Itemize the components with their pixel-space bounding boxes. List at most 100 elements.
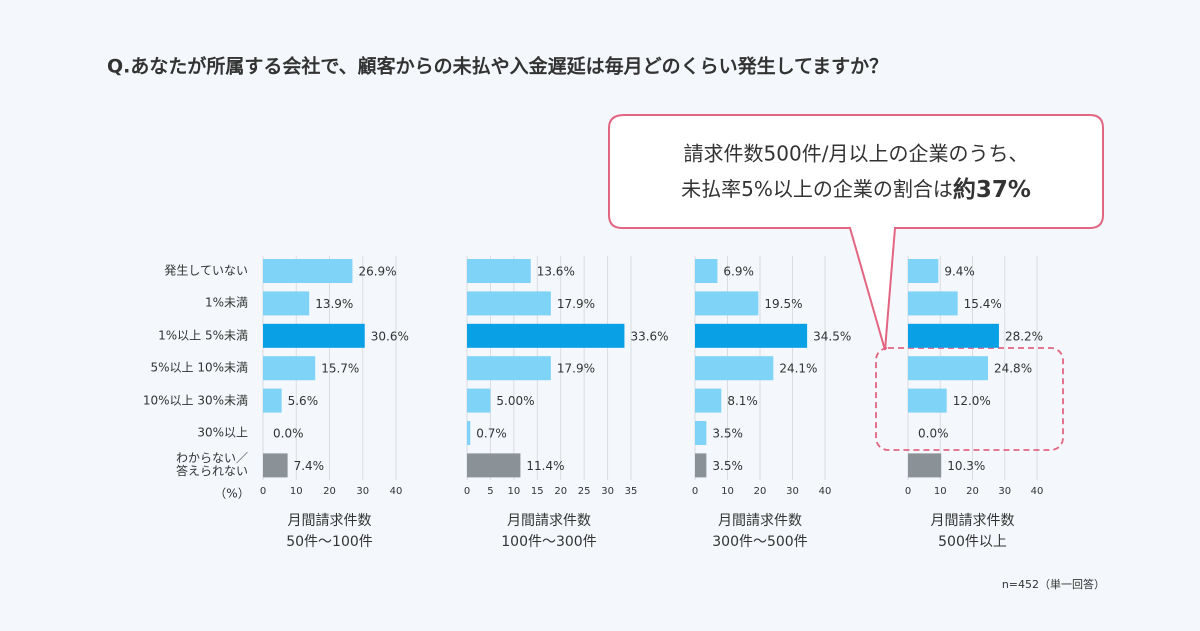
bar [467,259,531,283]
x-tick-label: 15 [531,486,544,497]
bar [908,453,942,478]
question: Q.あなたが所属する会社で、顧客からの未払や入金遅延は毎月どのくらい発生してます… [107,55,888,78]
x-tick-label: 10 [507,486,520,497]
panel-title: 月間請求件数 [507,513,591,529]
panel-subtitle: 500件以上 [938,534,1007,550]
x-tick-label: 10 [934,486,947,497]
x-tick-label: 20 [754,486,767,497]
x-tick-label: 0 [464,486,470,497]
bar [263,453,288,478]
panel-title: 月間請求件数 [288,513,372,529]
bar [467,323,625,348]
callout-emphasis: 約37% [953,176,1031,203]
value-label: 13.6% [537,265,575,279]
value-label: 24.1% [779,362,817,376]
bar [467,453,521,478]
value-label: 15.4% [964,297,1002,311]
x-tick-label: 40 [1031,486,1044,497]
value-label: 10.3% [947,459,985,473]
value-label: 13.9% [315,297,353,311]
value-label: 30.6% [371,329,409,343]
x-tick-label: 0 [905,486,911,497]
value-label: 6.9% [723,265,754,279]
bar [467,356,551,381]
bar [467,388,491,413]
bar [695,259,718,283]
bar [467,421,471,445]
highlight-frame [875,347,1064,451]
x-tick-label: 10 [290,486,303,497]
value-label: 19.5% [764,297,802,311]
x-tick-label: 30 [356,486,369,497]
callout-box [608,114,1104,351]
panel-subtitle: 100件〜300件 [501,534,596,550]
value-label: 0.0% [273,427,304,441]
panel-title: 月間請求件数 [931,513,1015,529]
x-tick-label: 35 [625,486,638,497]
note: n=452（単一回答） [1002,577,1105,591]
category-label: 発生していない [164,263,248,278]
x-tick-label: 30 [786,486,799,497]
x-tick-label: 20 [323,486,336,497]
value-label: 5.00% [496,394,534,408]
value-label: 8.1% [727,394,758,408]
value-label: 33.6% [630,329,668,343]
value-label: 28.2% [1005,329,1043,343]
value-label: 11.4% [526,459,564,473]
bar [908,259,939,283]
value-label: 0.0% [918,427,949,441]
callout-line: 請求件数500件/月以上の企業のうち、 [684,142,1029,166]
panel-subtitle: 50件〜100件 [286,534,373,550]
bar [695,388,722,413]
x-tick-label: 30 [601,486,614,497]
x-tick-label: 30 [998,486,1011,497]
bar [695,421,707,445]
category-label: 1%以上 5%未満 [158,328,248,343]
value-label: 9.4% [944,265,975,279]
bar [263,388,282,413]
x-tick-label: 10 [721,486,734,497]
category-label: 1%未満 [204,295,248,310]
x-tick-label: 5 [487,486,493,497]
x-tick-label: 20 [966,486,979,497]
x-tick-label: 20 [554,486,567,497]
value-label: 24.8% [994,362,1032,376]
value-label: 3.5% [712,427,743,441]
bar [467,291,551,316]
category-label: 5%以上 10%未満 [150,360,248,375]
x-tick-label: 0 [260,486,266,497]
panel-title: 月間請求件数 [718,513,802,529]
value-label: 7.4% [294,459,325,473]
bar [908,291,958,316]
value-label: 15.7% [321,362,359,376]
bar [908,323,999,348]
x-tick-label: 40 [390,486,403,497]
unit-label: （%） [214,487,249,501]
bar [263,259,353,283]
bar [908,356,988,381]
value-label: 26.9% [358,265,396,279]
value-label: 3.5% [712,459,743,473]
category-label: わからない／ 答えられない [175,451,248,479]
callout-text: 未払率5%以上の企業の割合は [681,177,953,201]
x-tick-label: 25 [578,486,591,497]
category-label: 10%以上 30%未満 [142,393,248,408]
bar [695,453,707,478]
bar [263,291,310,316]
x-tick-label: 40 [819,486,832,497]
bar [695,291,759,316]
bar [695,323,808,348]
value-label: 34.5% [813,329,851,343]
value-label: 17.9% [557,362,595,376]
bar [263,323,365,348]
category-label: 30%以上 [197,425,248,440]
bar [695,356,774,381]
x-tick-label: 0 [692,486,698,497]
bar [263,356,316,381]
value-label: 0.7% [476,427,507,441]
panel-subtitle: 300件〜500件 [712,534,807,550]
value-label: 17.9% [557,297,595,311]
bar [908,388,947,413]
